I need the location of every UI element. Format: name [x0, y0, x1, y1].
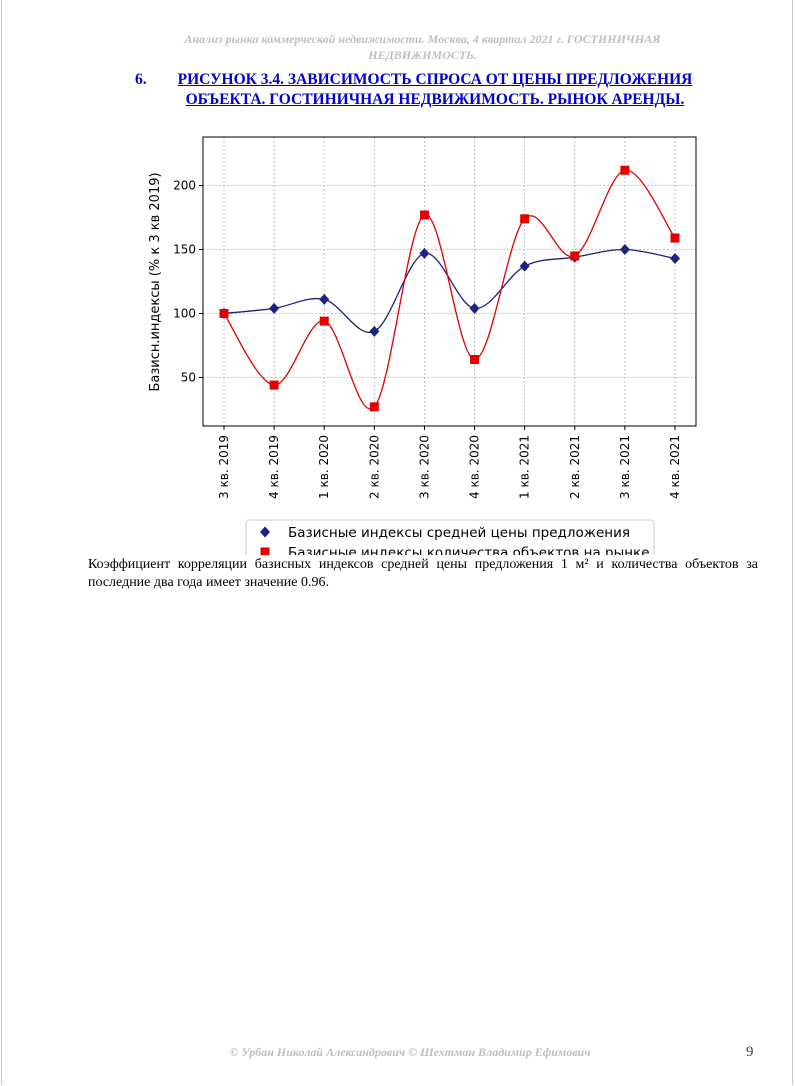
x-tick-label: 3 кв. 2019 [217, 435, 231, 499]
data-point-diamond [369, 325, 380, 337]
series-line-1 [223, 248, 676, 334]
running-header: Анализ рынка коммерческой недвижимости. … [184, 32, 661, 62]
series-lines [223, 169, 676, 410]
y-axis: 50 100 150 200 [173, 179, 203, 384]
chart-grid [203, 137, 696, 426]
x-tick-label: 4 кв. 2020 [468, 435, 482, 499]
page-number: 9 [746, 1044, 754, 1060]
data-point-square [470, 355, 480, 365]
data-point-square [219, 308, 229, 318]
data-point-square [269, 380, 279, 390]
x-tick-label: 2 кв. 2021 [568, 435, 582, 499]
data-point-square [620, 165, 630, 175]
x-axis: 3 кв. 2019 4 кв. 2019 1 кв. 2020 2 кв. 2020… [217, 426, 682, 499]
body-paragraph: Коэффициент корреляции базисных индексов… [88, 557, 758, 590]
data-point-square [520, 214, 530, 224]
series-line-2 [223, 169, 676, 410]
y-tick-label: 150 [173, 243, 196, 257]
data-point-square [670, 233, 680, 243]
series-markers [219, 165, 680, 412]
caption-title[interactable]: РИСУНОК 3.4. ЗАВИСИМОСТЬ СПРОСА ОТ ЦЕНЫ … [177, 71, 693, 108]
legend-box [245, 519, 655, 555]
x-tick-label: 4 кв. 2019 [267, 435, 281, 499]
x-tick-label: 3 кв. 2020 [417, 435, 431, 499]
x-tick-label: 4 кв. 2021 [668, 435, 682, 499]
data-point-diamond [469, 302, 480, 314]
data-point-diamond [619, 244, 630, 256]
x-tick-label: 1 кв. 2020 [317, 435, 331, 499]
legend-label: Базисные индексы количества объектов на … [288, 545, 650, 555]
data-point-square [419, 210, 429, 220]
legend-marker-square [260, 547, 270, 555]
data-point-diamond [269, 302, 280, 314]
y-tick-label: 200 [173, 179, 196, 193]
data-point-diamond [419, 247, 430, 259]
y-tick-label: 100 [173, 306, 196, 320]
chart-legend: Базисные индексы средней цены предложени… [245, 519, 655, 555]
caption-number: 6. [135, 71, 147, 88]
legend-label: Базисные индексы средней цены предложени… [288, 525, 630, 541]
plot-frame [202, 136, 697, 427]
data-point-square [570, 251, 580, 261]
footer-copyright: © Урбан Николай Александрович © Шехтман … [229, 1045, 591, 1059]
data-point-square [369, 402, 379, 412]
y-tick-label: 50 [181, 370, 196, 384]
y-axis-label: Базисн.индексы (% к 3 кв 2019) [148, 172, 163, 391]
data-point-diamond [319, 293, 330, 305]
chart: 50 100 150 200 3 кв. 2019 4 кв. 2019 1 кв. 20… [148, 136, 697, 555]
data-point-diamond [519, 260, 530, 272]
data-point-square [319, 316, 329, 326]
x-tick-label: 1 кв. 2021 [518, 435, 532, 499]
data-point-diamond [670, 252, 680, 264]
legend-marker-diamond [260, 526, 270, 538]
x-tick-label: 3 кв. 2021 [618, 435, 632, 499]
x-tick-label: 2 кв. 2020 [367, 435, 381, 499]
